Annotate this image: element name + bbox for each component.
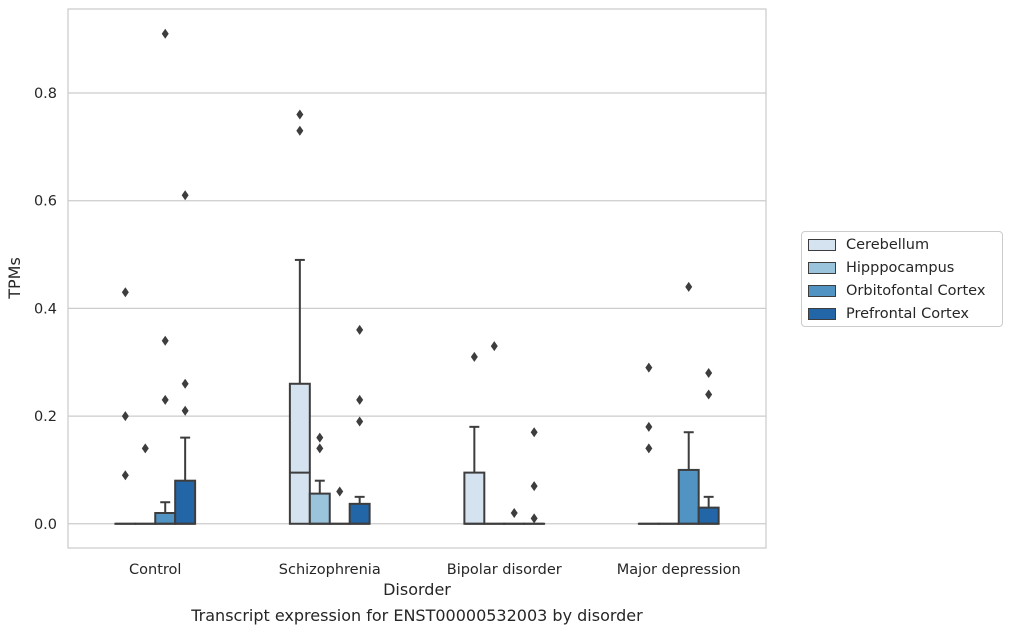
box-body xyxy=(154,512,177,525)
legend-swatch-prefrontal xyxy=(808,308,836,320)
legend-swatch-orbitofrontal xyxy=(808,285,836,297)
outlier-point xyxy=(336,486,344,497)
outlier-point xyxy=(645,362,653,373)
box-group xyxy=(174,190,197,525)
y-tick-label: 0.4 xyxy=(34,301,57,317)
legend: Cerebellum Hipppocampus Orbitofontal Cor… xyxy=(801,231,1003,327)
outlier-point xyxy=(121,411,129,422)
outlier-point xyxy=(510,508,518,518)
legend-item-cerebellum: Cerebellum xyxy=(808,235,929,255)
legend-item-orbitofrontal: Orbitofontal Cortex xyxy=(808,281,985,301)
x-axis-label: Disorder xyxy=(383,580,451,599)
outlier-point xyxy=(530,481,538,492)
box-body xyxy=(463,471,486,525)
outlier-point xyxy=(141,443,149,454)
outlier-point xyxy=(356,324,364,335)
outlier-point xyxy=(645,443,653,454)
legend-swatch-cerebellum xyxy=(808,239,836,251)
box-group xyxy=(637,362,660,525)
box-body xyxy=(174,479,197,525)
outlier-point xyxy=(705,368,713,378)
legend-label-cerebellum: Cerebellum xyxy=(846,237,930,253)
box-body xyxy=(697,506,720,525)
outlier-point xyxy=(161,28,169,39)
legend-item-prefrontal: Prefrontal Cortex xyxy=(808,304,969,324)
x-tick-label: Control xyxy=(129,562,181,578)
box-group xyxy=(134,443,157,525)
legend-label-orbitofrontal: Orbitofontal Cortex xyxy=(846,283,986,299)
outlier-point xyxy=(530,513,538,524)
plot-frame xyxy=(67,8,767,549)
y-tick-label: 0.6 xyxy=(34,194,57,210)
outlier-point xyxy=(356,416,364,427)
outlier-point xyxy=(316,432,324,443)
box-group xyxy=(154,28,177,525)
outlier-point xyxy=(645,421,653,432)
y-tick-label: 0.2 xyxy=(34,409,57,425)
outlier-point xyxy=(530,427,538,438)
grid-layer xyxy=(68,92,766,525)
legend-label-prefrontal: Prefrontal Cortex xyxy=(846,306,969,322)
x-tick-label: Schizophrenia xyxy=(279,562,381,578)
outlier-point xyxy=(356,394,364,405)
outlier-point xyxy=(296,125,304,136)
box-group xyxy=(288,109,311,525)
box-body xyxy=(308,492,331,525)
box-group xyxy=(523,427,546,525)
box-group xyxy=(483,341,506,525)
x-tick-label: Bipolar disorder xyxy=(447,562,562,578)
y-tick-label: 0.8 xyxy=(34,86,57,102)
outlier-point xyxy=(705,389,713,400)
legend-label-hippocampus: Hipppocampus xyxy=(846,260,955,276)
outlier-point xyxy=(161,335,169,346)
outlier-point xyxy=(685,281,693,292)
box-group xyxy=(328,486,351,525)
legend-item-hippocampus: Hipppocampus xyxy=(808,258,954,278)
outlier-point xyxy=(490,341,498,352)
box-group xyxy=(463,351,486,525)
box-body xyxy=(288,382,311,525)
outlier-point xyxy=(181,405,189,416)
outlier-point xyxy=(161,394,169,405)
legend-swatch-hippocampus xyxy=(808,262,836,274)
outlier-point xyxy=(181,378,189,389)
outlier-point xyxy=(181,190,189,201)
x-tick-label: Major depression xyxy=(617,562,741,578)
box-group xyxy=(503,508,526,525)
outlier-point xyxy=(316,443,324,454)
box-group xyxy=(308,432,331,525)
box-group xyxy=(677,281,700,525)
box-group xyxy=(348,324,371,525)
box-group xyxy=(114,287,137,525)
ticks-layer: 0.0 0.2 0.4 0.6 0.8 Control Schizophrenia Bipol… xyxy=(34,86,741,578)
box-group xyxy=(697,368,720,525)
outlier-point xyxy=(296,109,304,120)
y-tick-label: 0.0 xyxy=(34,517,57,533)
outlier-point xyxy=(121,287,129,298)
figure-caption: Transcript expression for ENST0000053200… xyxy=(191,606,643,625)
outlier-point xyxy=(121,470,129,481)
y-axis-label: TPMs xyxy=(5,257,24,300)
marks-layer xyxy=(114,28,720,525)
box-body xyxy=(677,468,700,525)
box-body xyxy=(348,502,371,525)
outlier-point xyxy=(470,351,478,362)
